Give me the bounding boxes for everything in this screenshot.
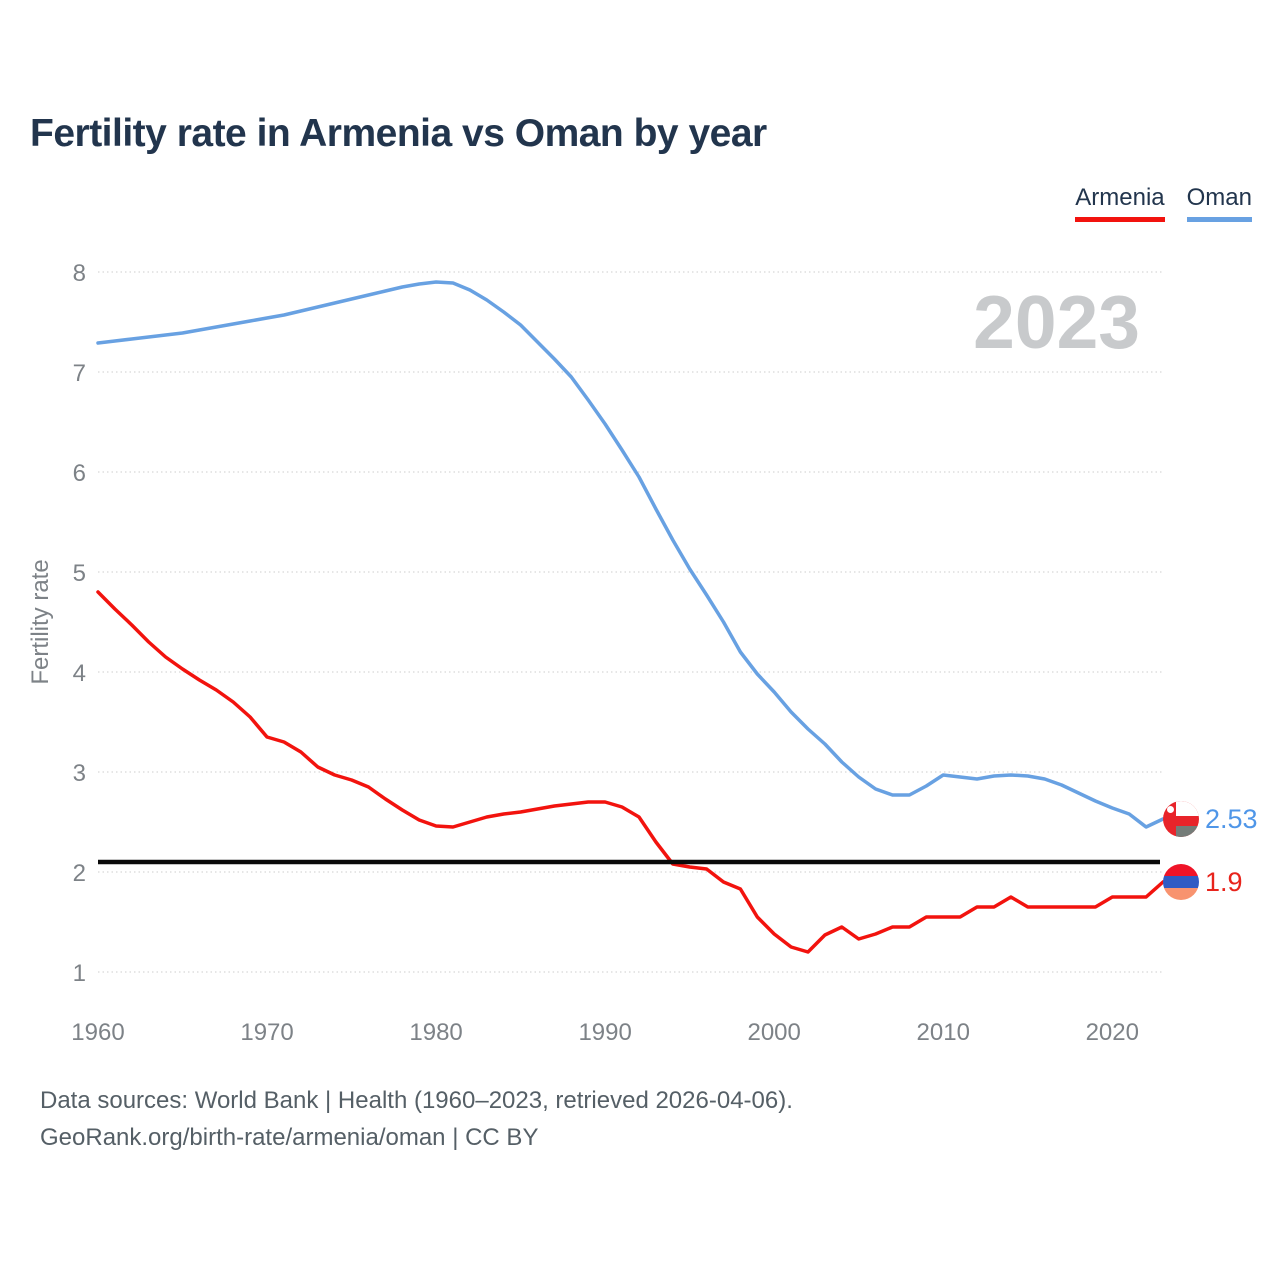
footer-data-sources: Data sources: World Bank | Health (1960–… bbox=[40, 1087, 793, 1114]
watermark-year: 2023 bbox=[973, 280, 1140, 364]
oman-flag-icon bbox=[1163, 801, 1199, 837]
y-tick-label: 6 bbox=[73, 460, 86, 487]
x-tick-label: 1960 bbox=[71, 1019, 124, 1046]
y-tick-label: 3 bbox=[73, 760, 86, 787]
gridlines bbox=[98, 271, 1163, 973]
y-tick-label: 8 bbox=[73, 260, 86, 287]
y-tick-label: 4 bbox=[73, 660, 86, 687]
armenia-series-line bbox=[96, 590, 1165, 954]
x-tick-label: 1990 bbox=[578, 1019, 631, 1046]
armenia-flag-icon bbox=[1163, 864, 1199, 900]
x-tick-label: 2010 bbox=[917, 1019, 970, 1046]
armenia-end-value: 1.9 bbox=[1205, 867, 1243, 897]
y-axis-title: Fertility rate bbox=[27, 559, 54, 684]
y-tick-label: 5 bbox=[73, 560, 86, 587]
x-tick-label: 1980 bbox=[409, 1019, 462, 1046]
x-tick-label: 2000 bbox=[747, 1019, 800, 1046]
footer-attribution: GeoRank.org/birth-rate/armenia/oman | CC… bbox=[40, 1124, 539, 1151]
oman-emblem-icon bbox=[1167, 806, 1174, 813]
legend-item-oman[interactable]: Oman bbox=[1186, 184, 1252, 222]
y-tick-label: 2 bbox=[73, 860, 86, 887]
footer: Data sources: World Bank | Health (1960–… bbox=[40, 1082, 793, 1156]
oman-series-line bbox=[96, 280, 1165, 829]
chart-title: Fertility rate in Armenia vs Oman by yea… bbox=[30, 112, 767, 155]
legend-item-armenia[interactable]: Armenia bbox=[1075, 184, 1165, 222]
x-tick-label: 2020 bbox=[1086, 1019, 1139, 1046]
x-axis-tick-labels: 1960 1970 1980 1990 2000 2010 2020 bbox=[71, 1019, 1139, 1046]
oman-end-value: 2.53 bbox=[1205, 804, 1258, 834]
y-tick-label: 1 bbox=[73, 960, 86, 987]
legend: Armenia Oman bbox=[1075, 184, 1252, 222]
y-axis-tick-labels: 1 2 3 4 5 6 7 8 bbox=[73, 260, 86, 987]
y-tick-label: 7 bbox=[73, 360, 86, 387]
x-tick-label: 1970 bbox=[240, 1019, 293, 1046]
